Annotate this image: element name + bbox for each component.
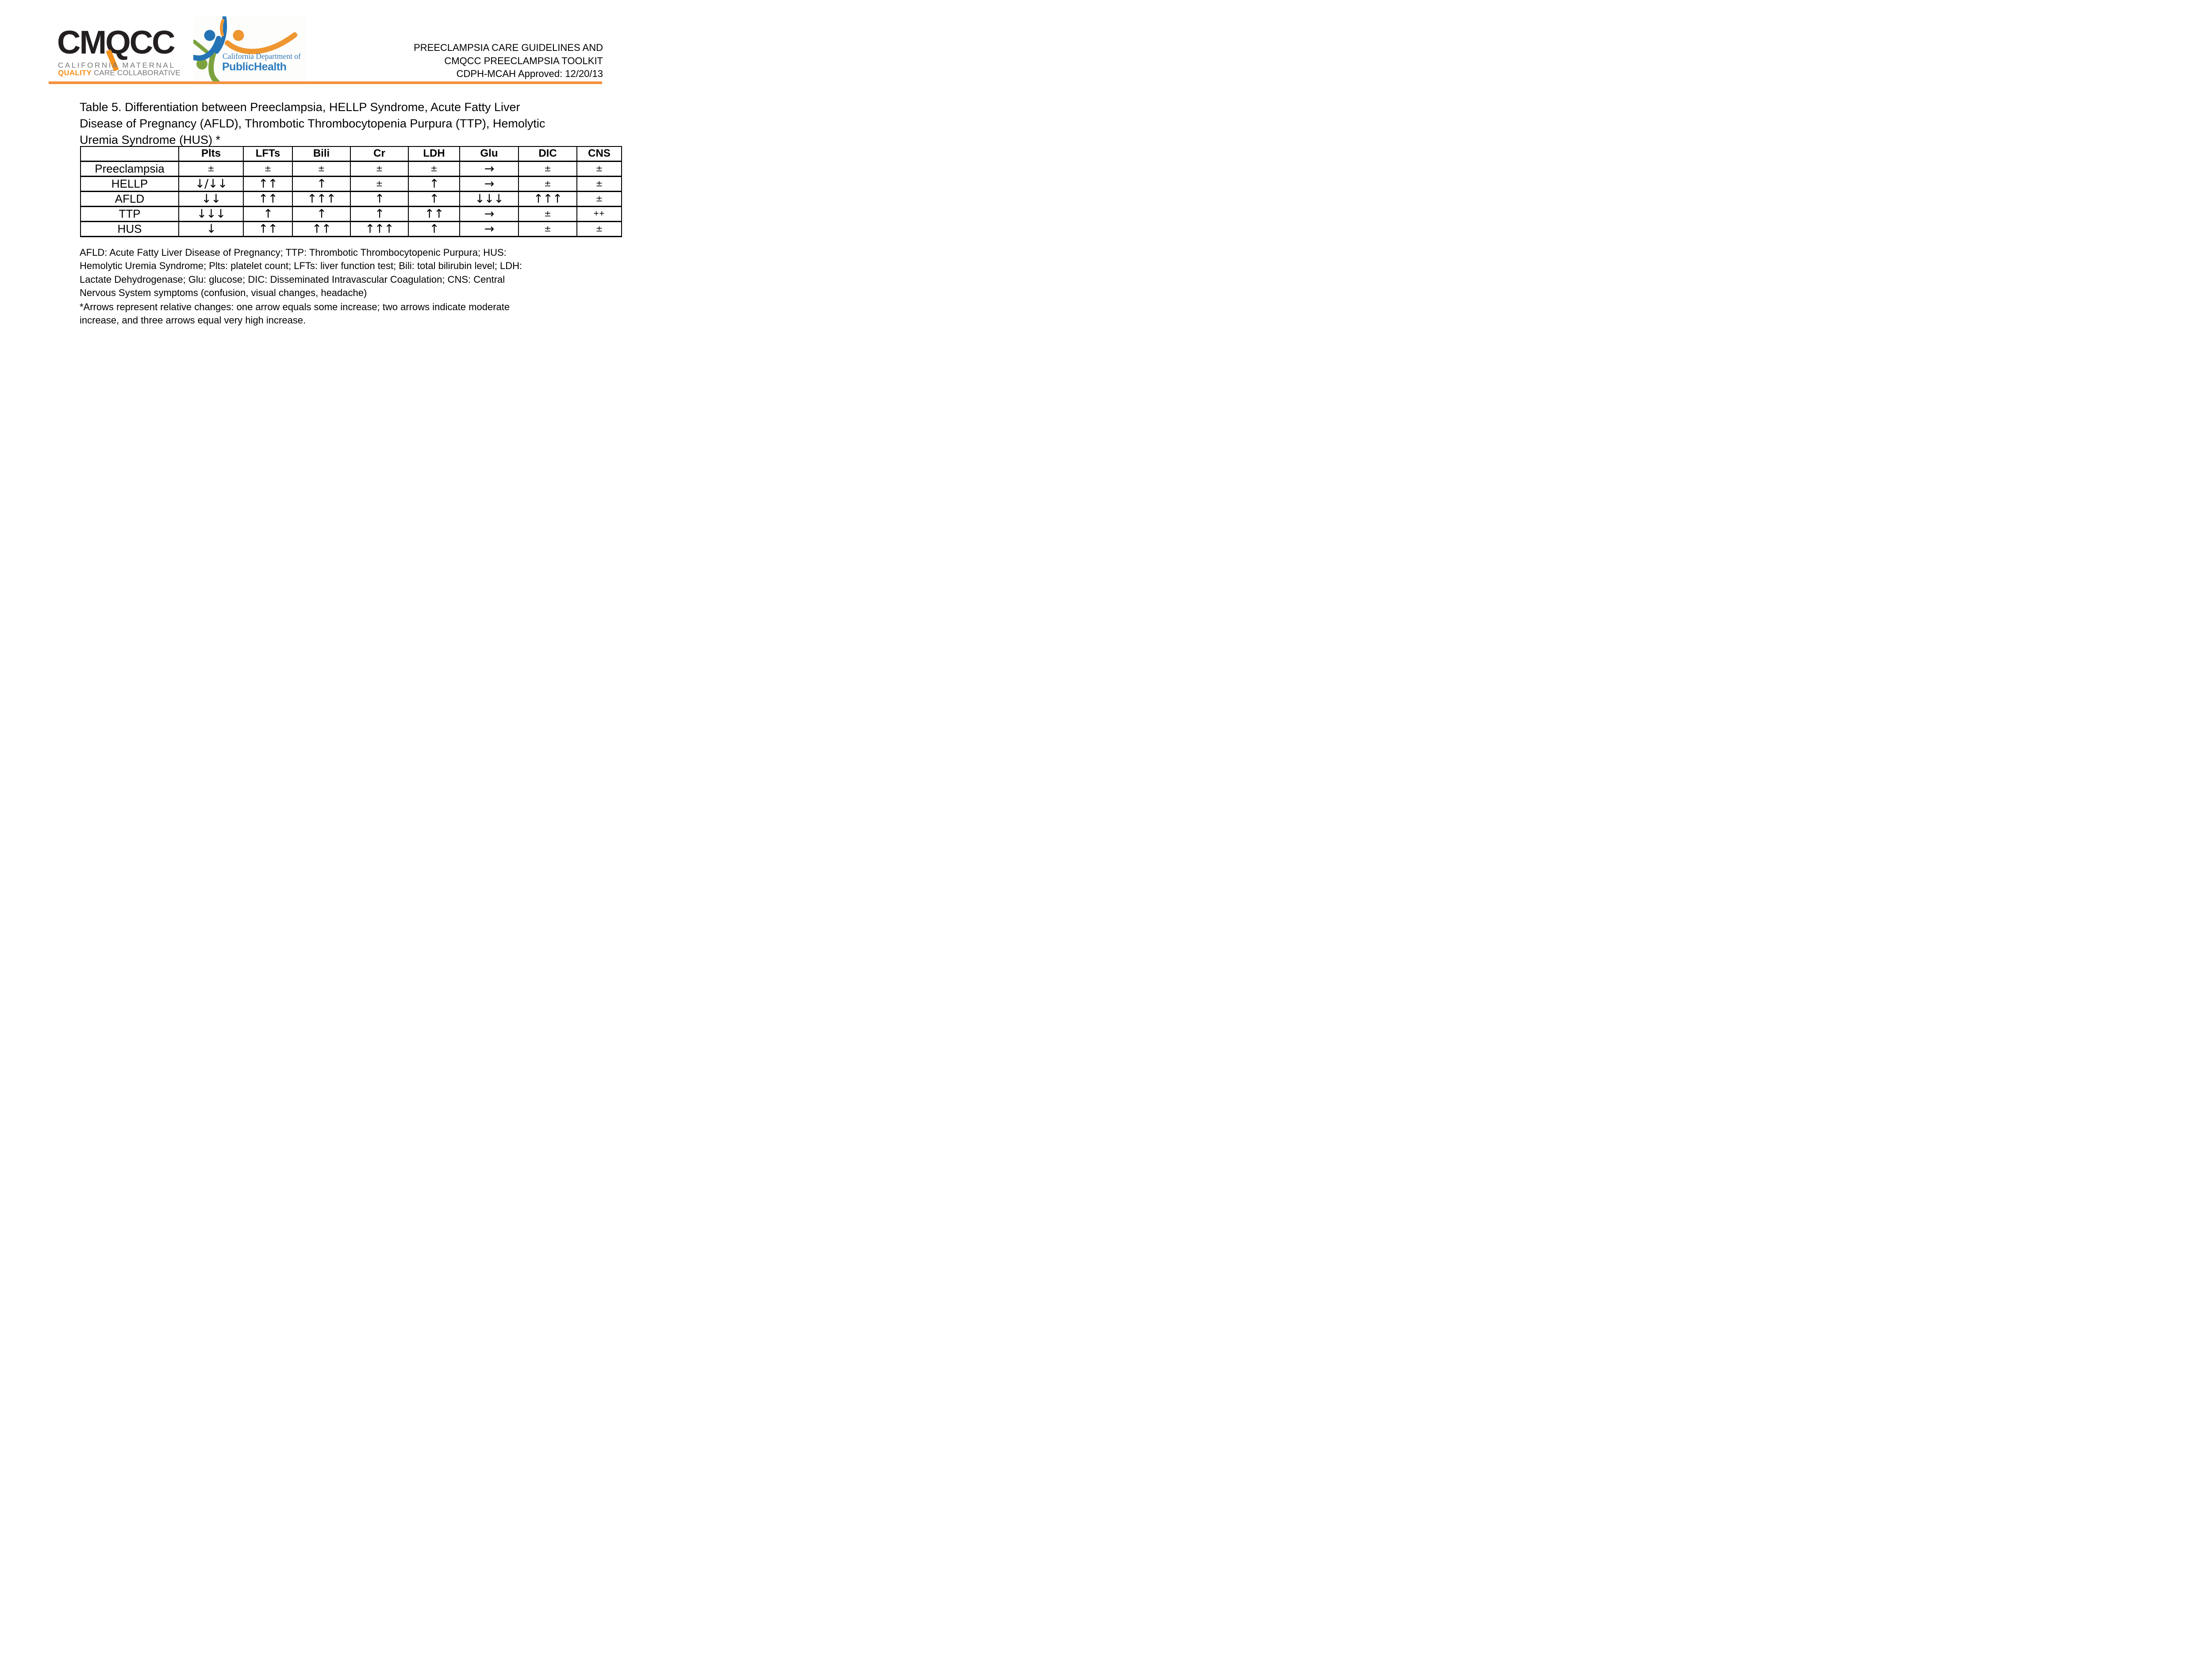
table-cell: ↓↓ (178, 191, 244, 207)
column-header-cns: CNS (576, 146, 622, 162)
table-cell: ↑ (408, 191, 460, 207)
table-cell: ± (518, 206, 577, 222)
arrows-footnote-line1: *Arrows represent relative changes: one … (80, 301, 510, 313)
table-row-hus: HUS ↓ ↑↑ ↑↑ ↑↑↑ ↑ → ± ± (80, 221, 622, 237)
table-cell: ↑ (350, 206, 409, 222)
table-notes: AFLD: Acute Fatty Liver Disease of Pregn… (80, 246, 522, 327)
table-cell: ++ (576, 206, 622, 222)
differentiation-table: Plts LFTs Bili Cr LDH Glu DIC CNS Preecl… (80, 146, 622, 237)
abbreviations-line2: Hemolytic Uremia Syndrome; Plts: platele… (80, 260, 522, 272)
row-label: Preeclampsia (80, 161, 179, 177)
cmqcc-tagline-line1: CALIFORNIA MATERNAL (58, 61, 176, 69)
cdph-logo: California Department of PublicHealth (191, 15, 307, 85)
column-header-plts: Plts (178, 146, 244, 162)
cdph-blue-figure-icon (191, 15, 227, 61)
table-cell: ↑ (243, 206, 293, 222)
column-header-bili: Bili (292, 146, 351, 162)
cmqcc-tagline-quality: QUALITY (58, 69, 92, 77)
table-title-line1: Table 5. Differentiation between Preecla… (80, 100, 520, 114)
table-cell: ↑ (292, 206, 351, 222)
column-header-lfts: LFTs (243, 146, 293, 162)
table-cell: → (459, 206, 519, 222)
table-cell: ↑ (292, 176, 351, 192)
abbreviations-line1: AFLD: Acute Fatty Liver Disease of Pregn… (80, 247, 507, 258)
table-cell: ↓↓↓ (459, 191, 519, 207)
table-cell: ± (518, 221, 577, 237)
table-cell: ± (408, 161, 460, 177)
cmqcc-logo: CMQCC CALIFORNIA MATERNAL QUALITY CARE C… (57, 24, 180, 77)
row-label: HELLP (80, 176, 179, 192)
table-cell: ± (292, 161, 351, 177)
cdph-logo-graphic: California Department of PublicHealth (191, 15, 301, 85)
table-cell: → (459, 176, 519, 192)
table-cell: ± (243, 161, 293, 177)
header-right-text: PREECLAMPSIA CARE GUIDELINES AND CMQCC P… (414, 41, 603, 81)
table-title: Table 5. Differentiation between Preecla… (80, 99, 545, 148)
header-right-line1: PREECLAMPSIA CARE GUIDELINES AND (414, 42, 603, 53)
table-cell: ↑↑↑ (518, 191, 577, 207)
table-cell: ↓↓↓ (178, 206, 244, 222)
orange-divider (49, 81, 602, 84)
table-row-hellp: HELLP ↓/↓↓ ↑↑ ↑ ± ↑ → ± ± (80, 176, 622, 192)
table-cell: ↑ (350, 191, 409, 207)
column-header-cr: Cr (350, 146, 409, 162)
cdph-orange-figure-icon (220, 19, 297, 54)
row-label: HUS (80, 221, 179, 237)
table-header-row: Plts LFTs Bili Cr LDH Glu DIC CNS (80, 146, 622, 162)
table-cell: ↑ (408, 221, 460, 237)
table-cell: ± (576, 176, 622, 192)
cdph-text-line2: PublicHealth (222, 61, 286, 73)
table-cell: → (459, 221, 519, 237)
table-cell: → (459, 161, 519, 177)
table-cell: ± (178, 161, 244, 177)
row-label: TTP (80, 206, 179, 222)
abbreviations-line4: Nervous System symptoms (confusion, visu… (80, 287, 367, 298)
table-cell: ↓ (178, 221, 244, 237)
table-cell: ↑ (408, 176, 460, 192)
arrows-footnote-line2: increase, and three arrows equal very hi… (80, 315, 306, 326)
cdph-text-line1: California Department of (223, 52, 301, 61)
abbreviations-line3: Lactate Dehydrogenase; Glu: glucose; DIC… (80, 273, 505, 285)
table-cell: ↑↑ (243, 221, 293, 237)
cmqcc-tagline-rest: CARE COLLABORATIVE (92, 69, 180, 77)
table-cell: ↑↑ (292, 221, 351, 237)
column-header-glu: Glu (459, 146, 519, 162)
table-cell: ± (576, 161, 622, 177)
table-cell: ± (576, 221, 622, 237)
table-cell: ↑↑ (243, 176, 293, 192)
table-title-line3: Uremia Syndrome (HUS) * (80, 133, 221, 146)
table-cell: ± (518, 161, 577, 177)
column-header-dic: DIC (518, 146, 577, 162)
header-right-line2: CMQCC PREECLAMPSIA TOOLKIT (444, 55, 603, 66)
table-row-preeclampsia: Preeclampsia ± ± ± ± ± → ± ± (80, 161, 622, 177)
document-page: CMQCC CALIFORNIA MATERNAL QUALITY CARE C… (0, 0, 680, 333)
table-cell: ↓/↓↓ (178, 176, 244, 192)
table-cell: ± (350, 161, 409, 177)
header-right-line3: CDPH-MCAH Approved: 12/20/13 (456, 68, 603, 79)
table-cell: ± (350, 176, 409, 192)
table-row-afld: AFLD ↓↓ ↑↑ ↑↑↑ ↑ ↑ ↓↓↓ ↑↑↑ ± (80, 191, 622, 207)
row-label: AFLD (80, 191, 179, 207)
table-cell: ↑↑↑ (292, 191, 351, 207)
cmqcc-tagline-line2: QUALITY CARE COLLABORATIVE (58, 69, 180, 77)
table-cell: ↑↑ (243, 191, 293, 207)
table-cell: ± (576, 191, 622, 207)
table-cell: ± (518, 176, 577, 192)
cmqcc-wordmark: CMQCC (57, 24, 176, 61)
column-header-ldh: LDH (408, 146, 460, 162)
table-title-line2: Disease of Pregnancy (AFLD), Thrombotic … (80, 117, 545, 130)
table-row-ttp: TTP ↓↓↓ ↑ ↑ ↑ ↑↑ → ± ++ (80, 206, 622, 222)
table-cell: ↑↑↑ (350, 221, 409, 237)
table-cell: ↑↑ (408, 206, 460, 222)
column-header-empty (80, 146, 179, 162)
